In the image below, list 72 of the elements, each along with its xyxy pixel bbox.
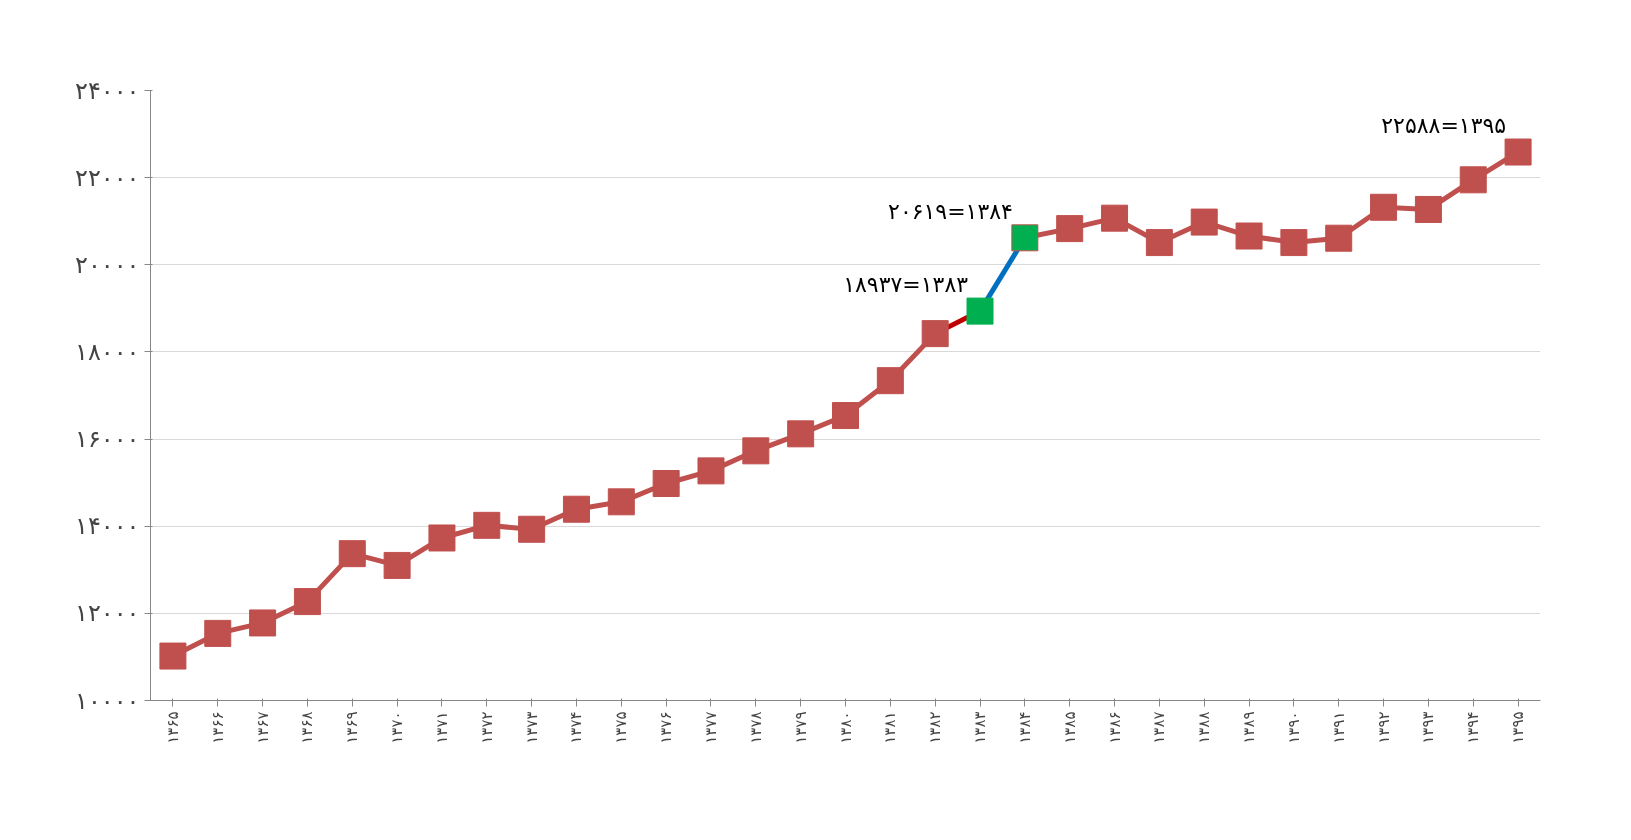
point bbox=[1056, 215, 1084, 243]
point bbox=[204, 619, 232, 647]
x-tick-label: ۱۳۷۲ bbox=[477, 711, 496, 744]
y-tick-label: ۲۲۰۰۰ bbox=[75, 163, 140, 192]
point bbox=[1504, 138, 1532, 166]
y-tick-label: ۲۰۰۰۰ bbox=[75, 250, 140, 279]
point bbox=[562, 495, 590, 523]
point bbox=[338, 540, 366, 568]
y-tick-label: ۱۴۰۰۰ bbox=[75, 512, 140, 541]
x-tick-label: ۱۳۸۳ bbox=[971, 711, 990, 744]
point bbox=[1145, 229, 1173, 257]
y-tick-label: ۱۲۰۰۰ bbox=[75, 599, 140, 628]
x-tick-label: ۱۳۸۴ bbox=[1015, 711, 1034, 744]
point bbox=[832, 402, 859, 430]
point bbox=[1280, 229, 1308, 257]
x-tick-label: ۱۳۶۹ bbox=[343, 711, 362, 744]
point bbox=[1101, 204, 1129, 232]
point bbox=[607, 488, 635, 516]
point bbox=[921, 320, 949, 348]
x-tick-label: ۱۳۷۵ bbox=[612, 711, 631, 744]
x-tick-label: ۱۳۷۸ bbox=[746, 711, 765, 744]
point bbox=[1235, 222, 1263, 250]
x-tick-label: ۱۳۹۱ bbox=[1329, 711, 1348, 744]
annotation: ۲۰۶۱۹=۱۳۸۴ bbox=[888, 198, 1013, 224]
annotation: ۲۲۵۸۸=۱۳۹۵ bbox=[1381, 113, 1507, 139]
x-tick-label: ۱۳۸۷ bbox=[1150, 711, 1169, 744]
point bbox=[1190, 208, 1218, 236]
point bbox=[518, 515, 546, 543]
x-tick-label: ۱۳۸۲ bbox=[926, 711, 945, 744]
x-tick-label: ۱۳۹۲ bbox=[1374, 711, 1393, 744]
point bbox=[383, 551, 411, 579]
point bbox=[428, 524, 456, 552]
point bbox=[652, 470, 680, 498]
x-tick-label: ۱۳۹۴ bbox=[1464, 711, 1483, 744]
x-tick-label: ۱۳۸۵ bbox=[1060, 711, 1079, 744]
x-tick-label: ۱۳۹۵ bbox=[1509, 711, 1528, 744]
point bbox=[1325, 224, 1353, 252]
x-tick-label: ۱۳۹۳ bbox=[1419, 711, 1438, 744]
point bbox=[1370, 193, 1398, 221]
point bbox=[1414, 195, 1442, 223]
point bbox=[473, 511, 501, 539]
y-tick-label: ۲۴۰۰۰ bbox=[75, 76, 140, 105]
x-tick-label: ۱۳۸۱ bbox=[881, 711, 900, 744]
point bbox=[876, 367, 904, 395]
point bbox=[249, 609, 277, 637]
y-tick-label: ۱۰۰۰۰ bbox=[75, 686, 140, 715]
x-tick-label: ۱۳۷۴ bbox=[567, 711, 586, 744]
x-tick-label: ۱۳۸۶ bbox=[1105, 711, 1124, 744]
point bbox=[293, 588, 321, 616]
x-tick-label: ۱۳۶۵ bbox=[163, 711, 182, 744]
annotation: ۱۸۹۳۷=۱۳۸۳ bbox=[843, 272, 969, 298]
point bbox=[159, 642, 187, 670]
x-tick-label: ۱۳۷۹ bbox=[791, 711, 810, 744]
point bbox=[1459, 166, 1487, 194]
x-tick-label: ۱۳۷۱ bbox=[432, 711, 451, 744]
x-tick-label: ۱۳۸۸ bbox=[1195, 711, 1214, 744]
y-tick-label: ۱۶۰۰۰ bbox=[75, 425, 140, 454]
x-tick-label: ۱۳۶۸ bbox=[298, 711, 317, 744]
point bbox=[787, 420, 815, 448]
x-tick-label: ۱۳۶۷ bbox=[253, 711, 272, 744]
x-tick-label: ۱۳۶۶ bbox=[208, 711, 227, 744]
x-tick-label: ۱۳۹۰ bbox=[1284, 711, 1303, 744]
point bbox=[742, 437, 770, 465]
x-tick-label: ۱۳۸۹ bbox=[1240, 711, 1259, 744]
x-tick-label: ۱۳۷۳ bbox=[522, 711, 541, 744]
x-tick-label: ۱۳۷۰ bbox=[388, 711, 407, 744]
x-tick-label: ۱۳۷۷ bbox=[701, 711, 720, 744]
point bbox=[966, 297, 994, 325]
x-tick-label: ۱۳۸۰ bbox=[836, 711, 855, 744]
point bbox=[697, 457, 725, 485]
y-tick-label: ۱۸۰۰۰ bbox=[75, 337, 140, 366]
x-tick-label: ۱۳۷۶ bbox=[657, 711, 676, 744]
